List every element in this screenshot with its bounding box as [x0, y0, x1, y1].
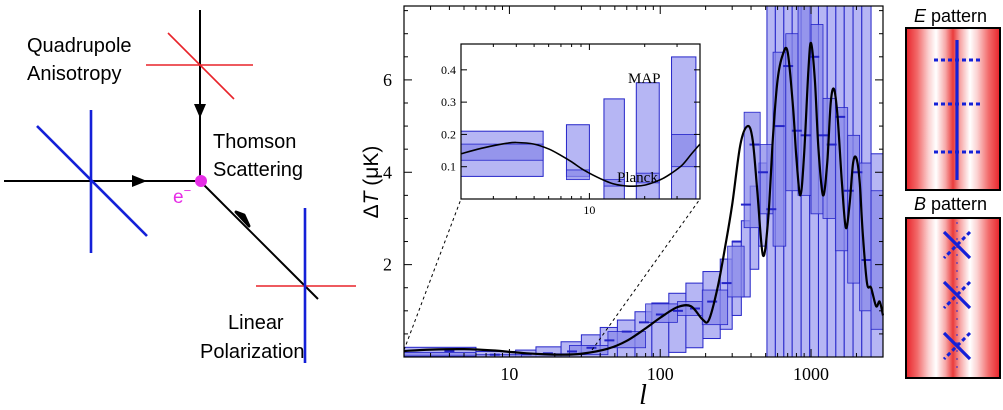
main-theory-curve [403, 41, 885, 356]
main-x-tick-label: 10 [500, 364, 518, 384]
main-y-tick-label: 4 [383, 162, 392, 182]
inset-chart-ticks: 10 0.1 0.2 0.3 0.4 [441, 44, 701, 217]
thomson-diagram: Quadrupole Anisotropy Thomson Scattering… [4, 10, 356, 363]
y-axis-variable: T [360, 189, 383, 204]
inset-y-tick-label: 0.1 [441, 160, 456, 174]
main-planck-box [403, 351, 477, 357]
electron-symbol: e [173, 187, 184, 208]
main-y-tick-label: 6 [383, 70, 392, 90]
main-x-axis-label: l [639, 380, 647, 410]
inset-y-tick-label: 0.2 [441, 127, 456, 141]
b-cross-1-dotted [942, 230, 972, 260]
inset-theory-curve [460, 141, 701, 187]
e-pattern-var: E [914, 6, 927, 26]
arrowhead-down [194, 104, 206, 118]
inset-x-tick-label: 10 [583, 203, 595, 217]
b-cross-3-solid [942, 331, 972, 361]
y-axis-unit: (μK) [360, 146, 383, 192]
main-y-axis-label: ΔT (μK) [360, 146, 383, 219]
inset-map-box [671, 56, 697, 200]
e-pattern-word: pattern [926, 6, 987, 26]
b-pattern-title: B pattern [914, 194, 987, 214]
linear-label-2: Polarization [200, 341, 305, 363]
main-x-tick-label: 1000 [793, 364, 829, 384]
main-planck-box [797, 5, 812, 196]
main-plot-frame [403, 5, 884, 358]
arrowhead-right [132, 175, 147, 187]
e-pattern-title: E pattern [914, 6, 987, 26]
b-cross-3-dotted [942, 331, 972, 361]
main-planck-box [569, 345, 609, 356]
zoom-guide-right [591, 198, 701, 351]
electron-label: e− [173, 183, 191, 208]
e-pattern-panel [905, 27, 1001, 191]
thomson-label-2: Scattering [213, 159, 303, 181]
b-pattern-var: B [914, 194, 926, 214]
left-blue-diagonal [36, 125, 148, 237]
inset-map-label: MAP [628, 71, 661, 87]
inset-map-box [565, 124, 590, 177]
quadrupole-label-1: Quadrupole [27, 35, 132, 57]
arrowhead-diagonal [234, 210, 251, 228]
zoom-guide-left [403, 198, 462, 351]
scattered-ray [199, 180, 319, 300]
b-cross-2-dotted [942, 280, 972, 310]
pattern-panels: E pattern B pattern [905, 6, 1001, 379]
main-y-tick-label: 2 [383, 255, 392, 275]
main-planck-box [859, 162, 872, 312]
main-planck-box [772, 51, 787, 247]
main-planck-box [727, 245, 745, 298]
electron-dot [195, 175, 207, 187]
b-cross-1-solid [942, 230, 972, 260]
inset-y-tick-label: 0.4 [441, 63, 456, 77]
electron-charge: − [184, 183, 192, 198]
quadrupole-red-diagonal [167, 32, 235, 100]
inset-planck-box [671, 134, 697, 168]
inset-planck-box [566, 169, 590, 181]
main-chart-map-centers [444, 55, 872, 356]
inset-chart-boxes [460, 56, 697, 200]
main-chart: 10 100 1000 2 4 6 l ΔT (μK) 10 0.1 0.2 0.3 0.4 MA… [360, 5, 885, 410]
b-pattern-word: pattern [926, 194, 987, 214]
b-pattern-crosses [942, 222, 972, 374]
inset-y-tick-label: 0.3 [441, 95, 456, 109]
main-chart-ticks: 10 100 1000 2 4 6 [383, 6, 884, 384]
thomson-label-1: Thomson [213, 131, 296, 153]
quadrupole-label-2: Anisotropy [27, 63, 122, 85]
main-planck-box [645, 303, 678, 323]
e-pattern-crosses [934, 40, 980, 180]
y-axis-symbol: Δ [360, 204, 383, 218]
inset-planck-box [603, 179, 625, 187]
inset-planck-label: Planck [617, 170, 658, 186]
inset-planck-box [460, 143, 544, 161]
main-x-tick-label: 100 [647, 364, 674, 384]
linear-label-1: Linear [228, 312, 284, 334]
inset-planck-box [635, 172, 660, 184]
